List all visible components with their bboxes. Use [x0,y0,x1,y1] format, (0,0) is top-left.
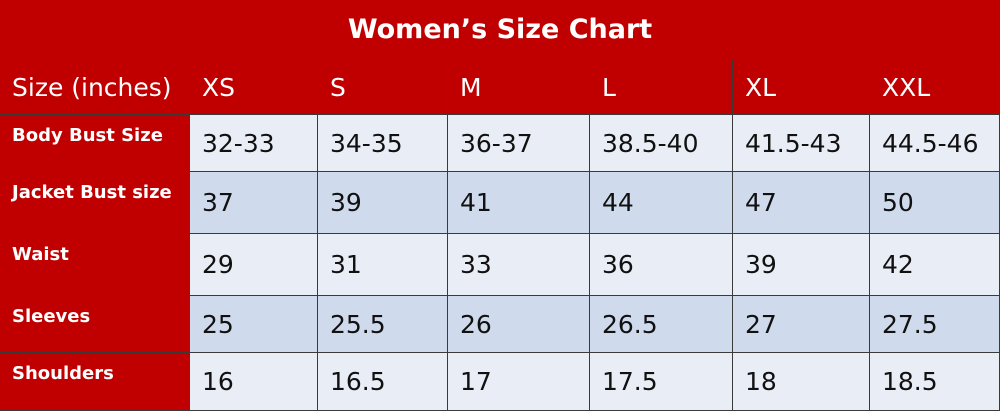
table-cell: 27.5 [870,296,1000,353]
table-cell: 27 [733,296,870,353]
column-header: XS [190,60,318,115]
table-cell: 26.5 [590,296,733,353]
table-cell: 39 [733,234,870,296]
row-label: Sleeves [0,296,190,353]
row-label: Body Bust Size [0,115,190,172]
table-cell: 25.5 [318,296,448,353]
table-cell: 36 [590,234,733,296]
table-cell: 41.5-43 [733,115,870,172]
table-cell: 39 [318,172,448,234]
table-cell: 44.5-46 [870,115,1000,172]
table-cell: 42 [870,234,1000,296]
column-header: L [590,60,733,115]
table-cell: 25 [190,296,318,353]
table-cell: 32-33 [190,115,318,172]
row-label: Jacket Bust size [0,172,190,234]
table-cell: 16 [190,353,318,411]
table-cell: 31 [318,234,448,296]
table-cell: 38.5-40 [590,115,733,172]
table-cell: 18.5 [870,353,1000,411]
column-header: XXL [870,60,1000,115]
table-cell: 44 [590,172,733,234]
table-cell: 17.5 [590,353,733,411]
table-cell: 37 [190,172,318,234]
row-label: Waist [0,234,190,296]
column-header: XL [733,60,870,115]
table-cell: 26 [448,296,590,353]
column-header: Size (inches) [0,60,190,115]
column-header: S [318,60,448,115]
table-cell: 16.5 [318,353,448,411]
table-cell: 36-37 [448,115,590,172]
table-cell: 29 [190,234,318,296]
table-cell: 18 [733,353,870,411]
table-title: Women’s Size Chart [0,0,1000,60]
table-cell: 34-35 [318,115,448,172]
table-cell: 17 [448,353,590,411]
table-cell: 50 [870,172,1000,234]
column-header: M [448,60,590,115]
row-label: Shoulders [0,353,190,411]
table-cell: 33 [448,234,590,296]
table-cell: 41 [448,172,590,234]
table-cell: 47 [733,172,870,234]
